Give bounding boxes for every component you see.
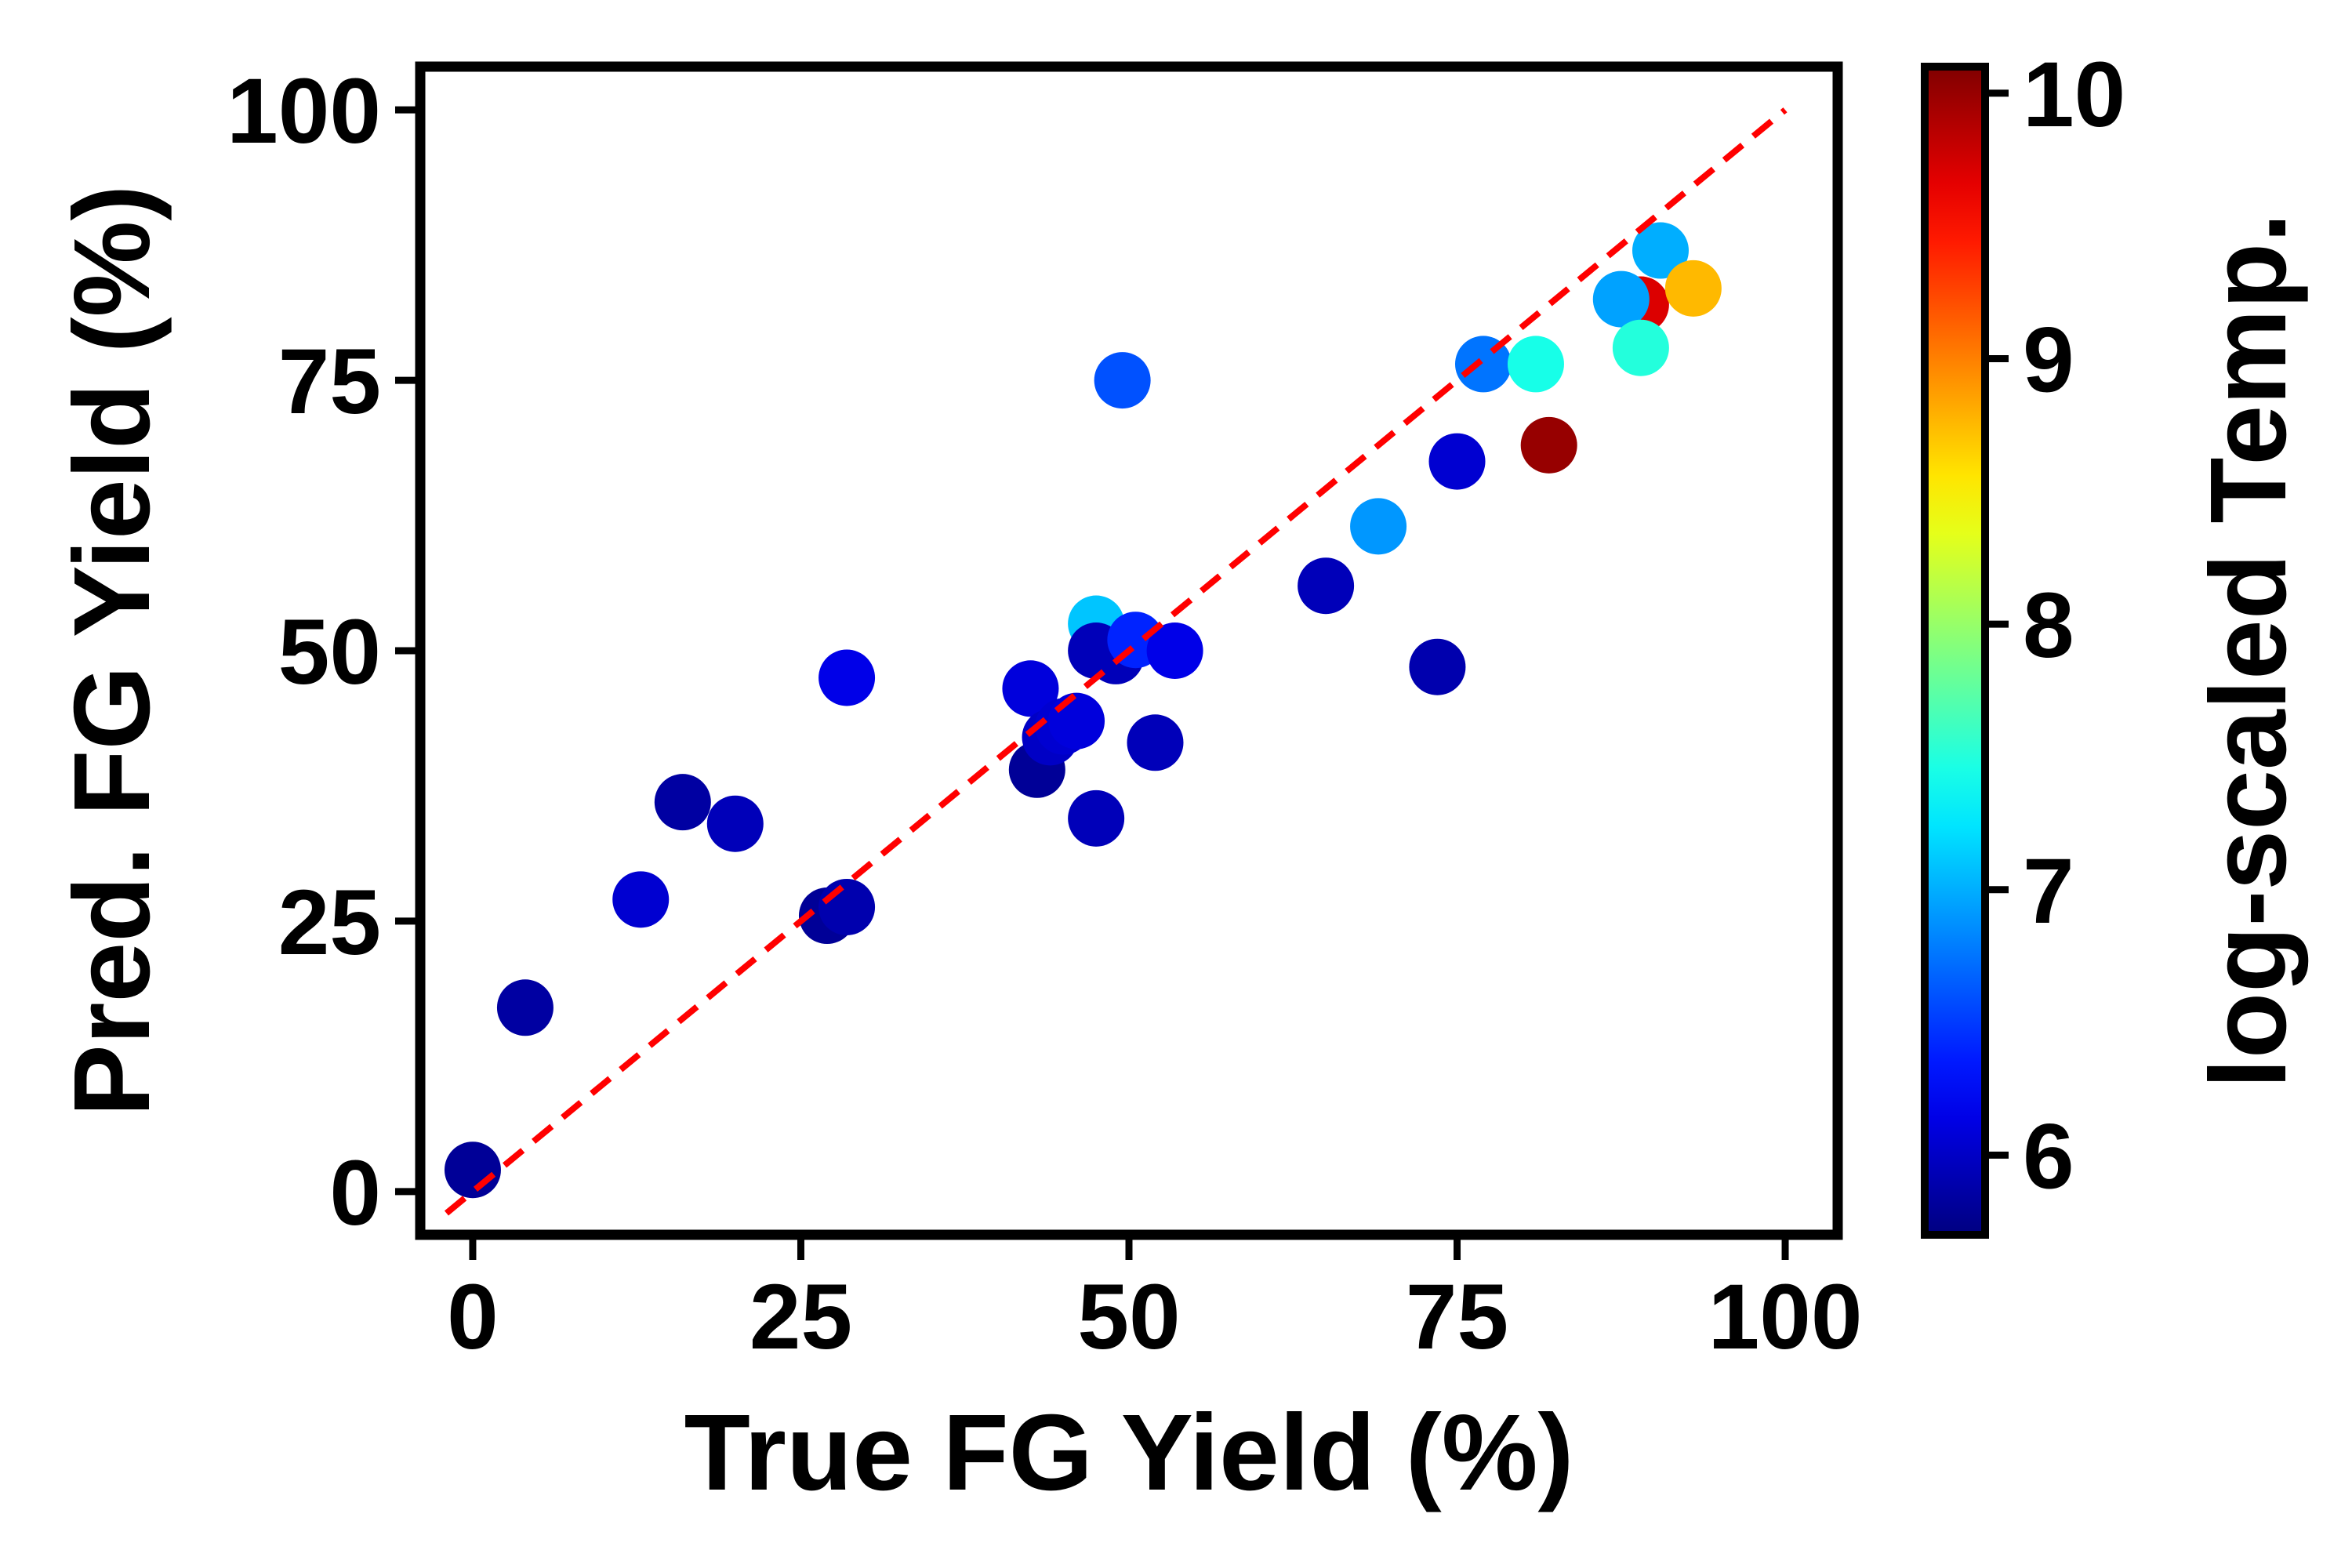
scatter-point [1350, 498, 1407, 555]
scatter-point [1664, 260, 1722, 317]
scatter-point [1298, 557, 1355, 615]
scatter-point [612, 871, 670, 928]
colorbar-tick-label: 7 [2023, 840, 2074, 943]
colorbar-title: log-scaled Temp. [2188, 212, 2309, 1088]
y-tick-label: 25 [278, 871, 381, 975]
x-axis-title: True FG Yield (%) [684, 1392, 1574, 1513]
scatter-point [1409, 638, 1466, 695]
scatter-point [496, 979, 554, 1036]
colorbar-tick-label: 8 [2023, 574, 2074, 677]
colorbar-axis: 6 7 8 9 10 [1985, 43, 2125, 1208]
scatter-point [1048, 692, 1105, 750]
scatter-point [818, 878, 876, 935]
x-tick-label: 50 [1077, 1265, 1180, 1369]
scatter-point [1002, 660, 1059, 717]
x-tick-label: 0 [447, 1265, 499, 1369]
y-tick-label: 0 [329, 1142, 381, 1245]
scatter-point [818, 649, 876, 706]
reference-line-layer [444, 107, 1788, 1216]
colorbar [1921, 63, 1989, 1239]
y-tick-label: 100 [227, 60, 381, 163]
colorbar-tick-label: 10 [2023, 43, 2125, 147]
scatter-point [1428, 433, 1486, 490]
y-axis-title: Pred. FG Yield (%) [52, 185, 172, 1117]
scatter-point [1068, 789, 1125, 847]
points-layer [444, 222, 1722, 1199]
scatter-point [1520, 416, 1577, 474]
scatter-point [654, 774, 711, 831]
x-tick-label: 100 [1708, 1265, 1863, 1369]
colorbar-tick-label: 6 [2023, 1105, 2074, 1208]
identity-line [444, 107, 1788, 1216]
y-tick-label: 75 [278, 330, 381, 434]
scatter-point [1632, 222, 1689, 279]
scatter-point [1592, 270, 1650, 328]
x-tick-label: 75 [1406, 1265, 1508, 1369]
scatter-point [1146, 622, 1203, 679]
scatter-point [1127, 714, 1184, 771]
colorbar-tick-label: 9 [2023, 309, 2074, 412]
x-tick-label: 25 [750, 1265, 852, 1369]
scatter-point [1507, 336, 1564, 393]
y-axis: 0 25 50 75 100 [227, 60, 420, 1245]
scatter-point [1094, 352, 1151, 409]
x-axis: 0 25 50 75 100 [447, 1235, 1862, 1369]
scatter-point [1612, 319, 1669, 376]
y-tick-label: 50 [278, 601, 381, 704]
scatter-point [444, 1142, 501, 1199]
scatter-point [706, 795, 764, 852]
